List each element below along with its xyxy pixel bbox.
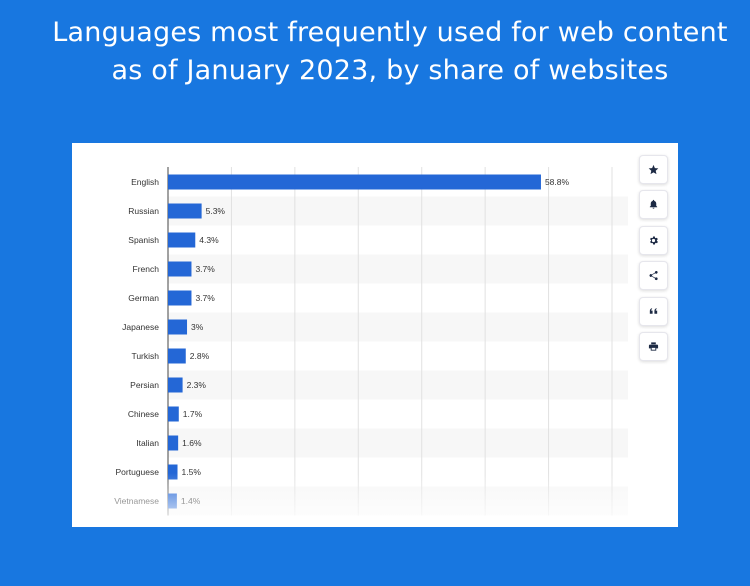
category-label: Japanese <box>122 322 159 332</box>
value-label: 3.7% <box>195 264 215 274</box>
share-button[interactable] <box>639 261 668 290</box>
bar-turkish <box>168 348 186 364</box>
gear-icon <box>650 236 658 245</box>
notification-button[interactable] <box>639 190 668 219</box>
bar-italian <box>168 435 179 451</box>
share-icon <box>649 270 658 281</box>
value-label: 1.4% <box>181 496 201 506</box>
value-label: 2.8% <box>190 351 210 361</box>
row-band <box>168 486 628 516</box>
row-band <box>168 370 628 400</box>
category-label: German <box>128 293 159 303</box>
value-label: 5.3% <box>206 206 226 216</box>
settings-button[interactable] <box>639 226 668 255</box>
category-label: Russian <box>128 206 159 216</box>
chart-headline: Languages most frequently used for web c… <box>52 17 728 86</box>
category-label: Portuguese <box>116 467 160 477</box>
category-label: Spanish <box>128 235 159 245</box>
row-band <box>168 254 628 284</box>
value-label: 1.5% <box>182 467 202 477</box>
bar-vietnamese <box>168 493 177 509</box>
category-label: Turkish <box>131 351 159 361</box>
row-band <box>168 196 628 226</box>
print-button[interactable] <box>639 332 668 361</box>
category-label: English <box>131 177 159 187</box>
value-label: 1.6% <box>182 438 202 448</box>
category-label: French <box>133 264 160 274</box>
value-label: 2.3% <box>187 380 207 390</box>
bar-chinese <box>168 406 179 422</box>
value-label: 4.3% <box>199 235 219 245</box>
bar-english <box>168 174 541 190</box>
bell-icon <box>649 199 658 209</box>
category-label: Persian <box>130 380 159 390</box>
bar-chart: English 58.8% Russian 5.3% Spanish 4.3% French… <box>114 167 628 516</box>
bar-japanese <box>168 319 188 335</box>
quote-icon <box>649 308 658 314</box>
cite-button[interactable] <box>639 297 668 326</box>
bar-persian <box>168 377 183 393</box>
value-label: 1.7% <box>183 409 203 419</box>
bar-french <box>168 261 192 277</box>
row-band <box>168 428 628 458</box>
favorite-button[interactable] <box>639 155 668 184</box>
bar-portuguese <box>168 464 178 480</box>
category-label: Chinese <box>128 409 159 419</box>
category-label: Italian <box>136 438 159 448</box>
chart-panel: English 58.8% Russian 5.3% Spanish 4.3% French… <box>72 143 678 527</box>
value-label: 58.8% <box>545 177 570 187</box>
bar-spanish <box>168 232 196 248</box>
star-icon <box>648 164 659 175</box>
bar-german <box>168 290 192 306</box>
value-label: 3.7% <box>195 293 215 303</box>
value-label: 3% <box>191 322 204 332</box>
category-label: Vietnamese <box>114 496 159 506</box>
print-icon <box>648 342 659 351</box>
row-band <box>168 312 628 342</box>
bar-russian <box>168 203 202 219</box>
